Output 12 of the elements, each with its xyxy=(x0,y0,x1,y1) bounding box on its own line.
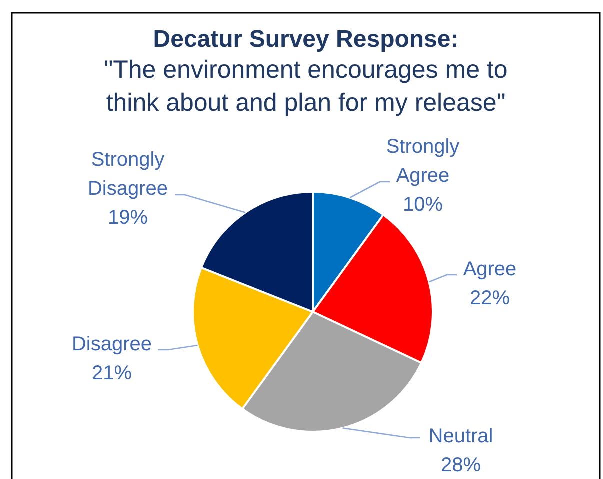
slice-label: Agree xyxy=(463,258,517,280)
slice-label: Strongly Agree xyxy=(386,136,460,187)
data-label: 19% xyxy=(108,207,148,229)
chart-title: Decatur Survey Response: xyxy=(153,26,459,53)
slice-label: Neutral xyxy=(428,426,494,448)
data-label: 28% xyxy=(440,454,482,476)
slice-label: Strongly Disagree xyxy=(88,149,168,200)
data-label: 22% xyxy=(470,288,510,310)
slice-label: Disagree xyxy=(72,334,152,356)
chart-subtitle: "The environment encourages me to think about and plan for my release" xyxy=(104,56,508,117)
data-label: 21% xyxy=(92,362,132,384)
data-label: 10% xyxy=(402,194,444,216)
